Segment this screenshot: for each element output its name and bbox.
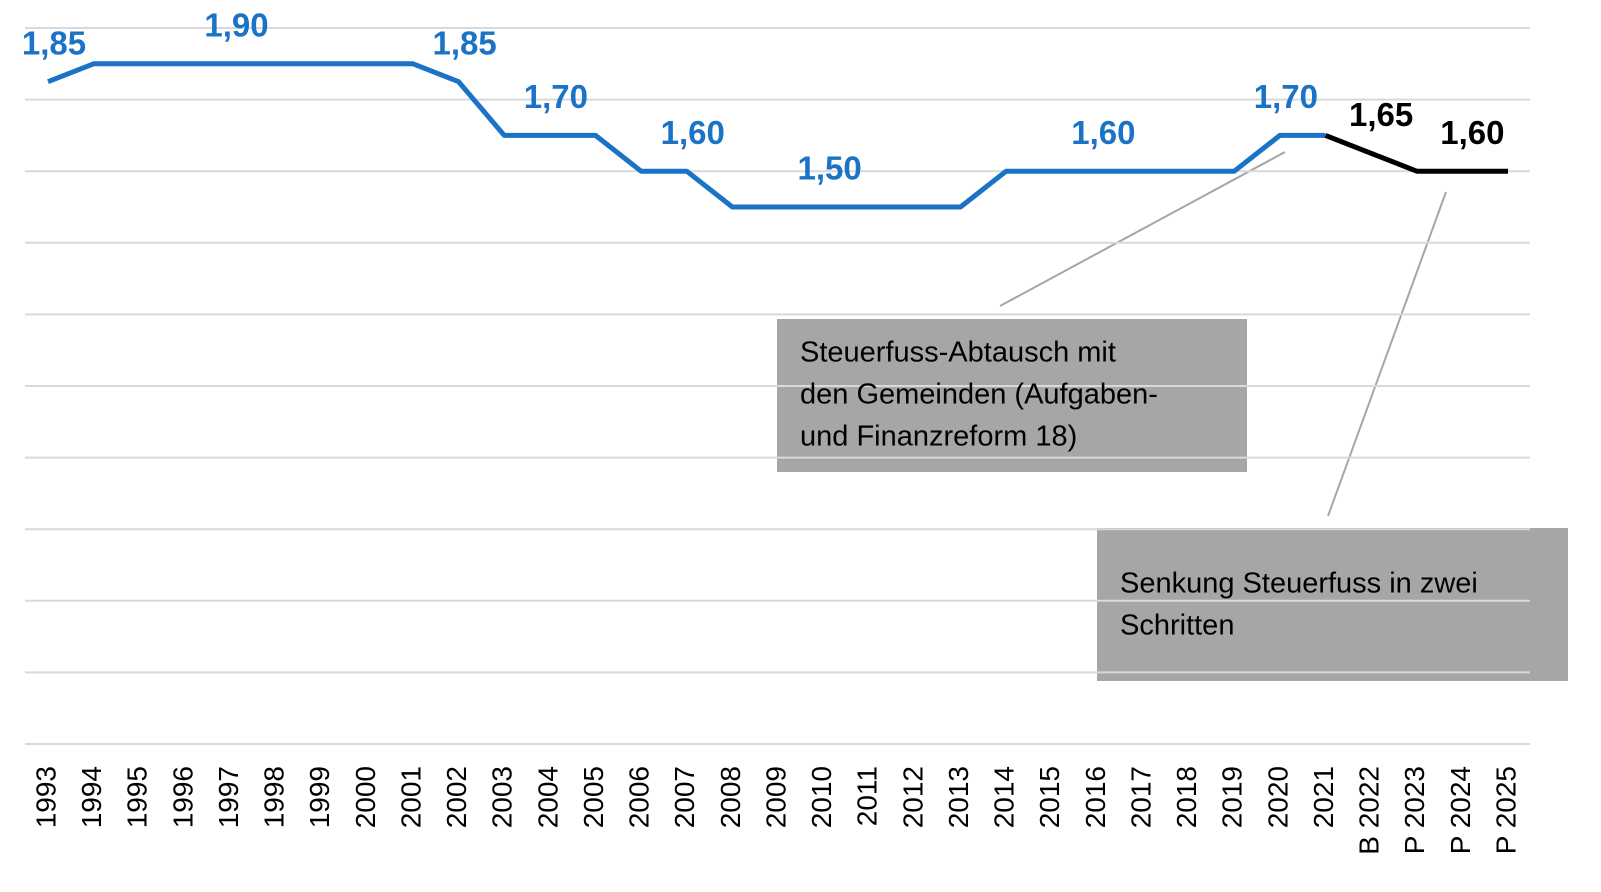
data-label: 1,60 — [1071, 114, 1135, 151]
data-label: 1,60 — [661, 114, 725, 151]
x-tick-label: 2000 — [350, 766, 381, 828]
data-label: 1,50 — [798, 150, 862, 187]
x-tick-label: 2010 — [806, 766, 837, 828]
x-tick-label: 2015 — [1034, 766, 1065, 828]
data-label: 1,70 — [524, 78, 588, 115]
leader-line — [999, 151, 1286, 307]
annotation-box — [1097, 528, 1568, 681]
x-tick-label: 2013 — [943, 766, 974, 828]
x-tick-label: 2004 — [532, 766, 563, 828]
x-tick-label: 2017 — [1125, 766, 1156, 828]
data-label: 1,85 — [433, 24, 497, 61]
x-tick-label: 1996 — [167, 766, 198, 828]
data-line — [1324, 133, 1508, 174]
x-tick-label: 2014 — [989, 766, 1020, 828]
annotation-text: und Finanzreform 18) — [800, 421, 1077, 453]
x-tick-label: 2002 — [441, 766, 472, 828]
x-tick-label: 2016 — [1080, 766, 1111, 828]
x-tick-label: 1994 — [76, 766, 107, 828]
data-label: 1,85 — [22, 24, 86, 61]
x-tick-label: 2011 — [852, 766, 883, 826]
data-label: 1,60 — [1440, 114, 1504, 151]
x-tick-label: 2001 — [395, 766, 426, 828]
x-tick-label: 1993 — [30, 766, 61, 828]
x-tick-label: 2006 — [624, 766, 655, 828]
annotation-text: Schritten — [1120, 610, 1234, 642]
x-tick-label: 2003 — [487, 766, 518, 828]
x-tick-label: 2020 — [1262, 766, 1293, 828]
data-label: 1,70 — [1254, 78, 1318, 115]
x-tick-label: 2021 — [1308, 766, 1339, 828]
annotation-text: Steuerfuss-Abtausch mit — [800, 337, 1116, 369]
data-line — [47, 61, 1326, 210]
annotation-box — [777, 319, 1247, 472]
x-tick-label: 1998 — [259, 766, 290, 828]
x-tick-label: 2005 — [578, 766, 609, 828]
data-label: 1,90 — [204, 7, 268, 44]
x-tick-label: 1999 — [304, 766, 335, 828]
x-tick-label: B 2022 — [1354, 766, 1385, 855]
x-tick-label: 2018 — [1171, 766, 1202, 828]
x-tick-label: 1997 — [213, 766, 244, 828]
data-label: 1,65 — [1349, 96, 1413, 133]
x-tick-label: 2007 — [669, 766, 700, 828]
x-tick-label: P 2023 — [1399, 766, 1430, 854]
annotation-text: den Gemeinden (Aufgaben- — [800, 379, 1158, 411]
annotation-text: Senkung Steuerfuss in zwei — [1120, 568, 1478, 600]
x-tick-label: 2019 — [1217, 766, 1248, 828]
x-tick-label: 2009 — [760, 766, 791, 828]
leader-line — [1327, 191, 1447, 517]
x-tick-label: 2008 — [715, 766, 746, 828]
x-tick-label: 1995 — [122, 766, 153, 828]
x-tick-label: 2012 — [897, 766, 928, 828]
x-tick-label: P 2025 — [1490, 766, 1521, 854]
x-tick-label: P 2024 — [1445, 766, 1476, 854]
